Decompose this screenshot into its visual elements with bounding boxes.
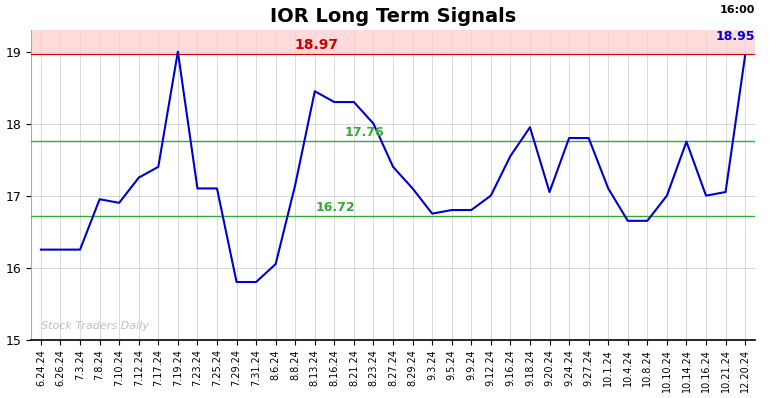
Title: IOR Long Term Signals: IOR Long Term Signals: [270, 7, 516, 26]
Text: 18.97: 18.97: [294, 38, 338, 53]
Bar: [31, 30, 755, 54]
Text: 18.95: 18.95: [716, 30, 755, 43]
Text: 16.72: 16.72: [316, 201, 356, 214]
Text: 17.76: 17.76: [345, 126, 384, 139]
Text: 16:00: 16:00: [720, 5, 755, 15]
Text: Stock Traders Daily: Stock Traders Daily: [42, 321, 149, 331]
